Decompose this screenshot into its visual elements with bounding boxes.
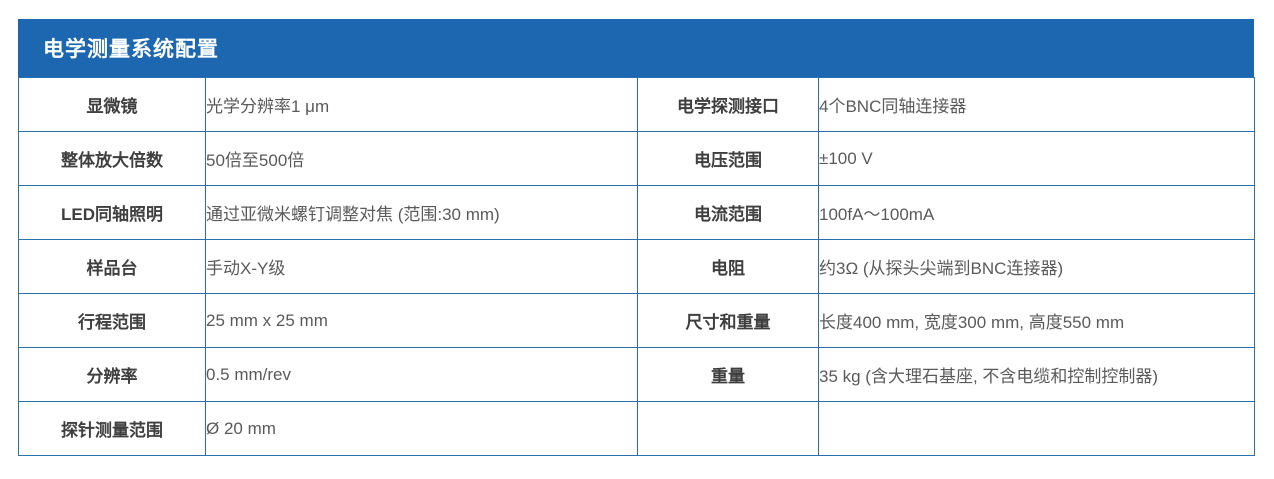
spec-label-cell: 重量 xyxy=(637,347,819,402)
spec-row: 显微镜 光学分辨率1 μm 电学探测接口 4个BNC同轴连接器 xyxy=(18,77,1255,132)
spec-label-cell: 行程范围 xyxy=(18,293,206,348)
table-title: 电学测量系统配置 xyxy=(43,38,219,61)
spec-row: 分辨率 0.5 mm/rev 重量 35 kg (含大理石基座, 不含电缆和控制控制器… xyxy=(18,347,1255,402)
spec-label-cell: 电学探测接口 xyxy=(637,77,819,132)
spec-value-cell: ±100 V xyxy=(818,131,1255,186)
spec-table: 显微镜 光学分辨率1 μm 电学探测接口 4个BNC同轴连接器 整体放大倍数 50倍至50… xyxy=(18,77,1255,456)
spec-label-cell: LED同轴照明 xyxy=(18,185,206,240)
spec-label-cell: 整体放大倍数 xyxy=(18,131,206,186)
spec-value-cell xyxy=(818,401,1255,456)
spec-label-cell: 电阻 xyxy=(637,239,819,294)
spec-value-cell: 长度400 mm, 宽度300 mm, 高度550 mm xyxy=(818,293,1255,348)
spec-value-cell: 50倍至500倍 xyxy=(205,131,638,186)
spec-row: 行程范围 25 mm x 25 mm 尺寸和重量 长度400 mm, 宽度300 mm… xyxy=(18,293,1255,348)
spec-label-cell: 尺寸和重量 xyxy=(637,293,819,348)
spec-row: LED同轴照明 通过亚微米螺钉调整对焦 (范围:30 mm) 电流范围 100fA～1… xyxy=(18,185,1255,240)
spec-label-cell: 探针测量范围 xyxy=(18,401,206,456)
spec-value-cell: 100fA～100mA xyxy=(818,185,1255,240)
spec-value-cell: 35 kg (含大理石基座, 不含电缆和控制控制器) xyxy=(818,347,1255,402)
spec-row: 整体放大倍数 50倍至500倍 电压范围 ±100 V xyxy=(18,131,1255,186)
spec-value-cell: 手动X-Y级 xyxy=(205,239,638,294)
spec-table-body: 显微镜 光学分辨率1 μm 电学探测接口 4个BNC同轴连接器 整体放大倍数 50倍至50… xyxy=(18,77,1255,456)
spec-value-cell: 0.5 mm/rev xyxy=(205,347,638,402)
spec-label-cell: 电流范围 xyxy=(637,185,819,240)
spec-label-cell xyxy=(637,401,819,456)
spec-label-cell: 样品台 xyxy=(18,239,206,294)
spec-value-cell: 4个BNC同轴连接器 xyxy=(818,77,1255,132)
spec-table-card: 电学测量系统配置 显微镜 光学分辨率1 μm 电学探测接口 4个BNC同轴连接器 整体放… xyxy=(18,19,1255,456)
spec-row: 探针测量范围 Ø 20 mm xyxy=(18,401,1255,456)
spec-value-cell: 约3Ω (从探头尖端到BNC连接器) xyxy=(818,239,1255,294)
spec-value-cell: Ø 20 mm xyxy=(205,401,638,456)
table-title-bar: 电学测量系统配置 xyxy=(18,19,1254,77)
spec-row: 样品台 手动X-Y级 电阻 约3Ω (从探头尖端到BNC连接器) xyxy=(18,239,1255,294)
spec-label-cell: 电压范围 xyxy=(637,131,819,186)
spec-value-cell: 通过亚微米螺钉调整对焦 (范围:30 mm) xyxy=(205,185,638,240)
spec-value-cell: 25 mm x 25 mm xyxy=(205,293,638,348)
spec-value-cell: 光学分辨率1 μm xyxy=(205,77,638,132)
spec-label-cell: 显微镜 xyxy=(18,77,206,132)
spec-label-cell: 分辨率 xyxy=(18,347,206,402)
